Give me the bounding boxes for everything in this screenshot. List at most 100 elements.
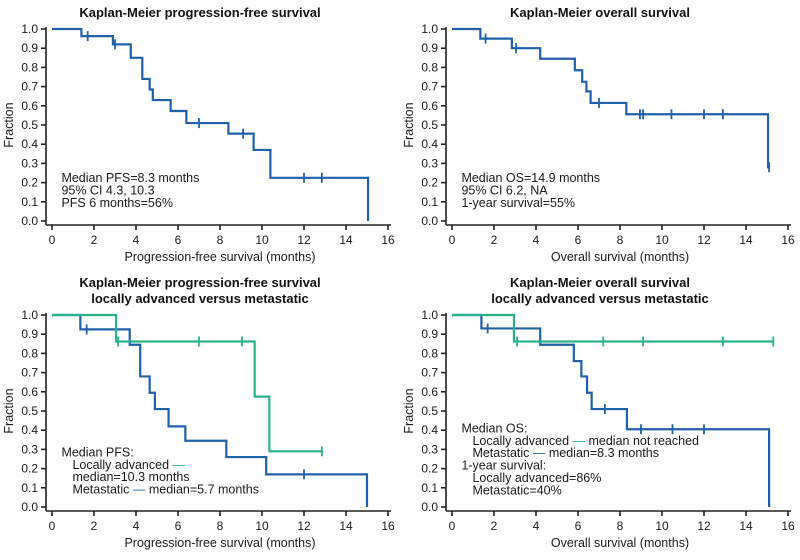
y-tick-label: 0.7 bbox=[21, 366, 38, 380]
x-tick-label: 16 bbox=[781, 519, 795, 533]
x-tick-label: 10 bbox=[255, 519, 269, 533]
y-tick-label: 0.5 bbox=[21, 404, 38, 418]
x-tick-label: 4 bbox=[133, 233, 140, 247]
y-tick-label: 0.0 bbox=[421, 214, 438, 228]
y-tick-label: 0.3 bbox=[421, 156, 438, 170]
km-plot-os-all: 0.0 0.1 0.2 0.3 0.4 0.5 0.6 0.7 0.8 0.9 1.0 0 2 4 6 8 10… bbox=[402, 22, 795, 264]
axis-labels: 0.0 0.1 0.2 0.3 0.4 0.5 0.6 0.7 0.8 0.9 1.0 0 2 4 6 8 10… bbox=[2, 22, 395, 264]
y-tick-label: 0.0 bbox=[21, 214, 38, 228]
x-tick-label: 0 bbox=[49, 233, 56, 247]
x-tick-label: 0 bbox=[449, 233, 456, 247]
annotation-line: Locally advanced — bbox=[72, 458, 185, 472]
x-tick-label: 8 bbox=[617, 519, 624, 533]
y-tick-label: 0.0 bbox=[421, 500, 438, 514]
annotation-line: Median OS: bbox=[461, 421, 527, 435]
y-tick-label: 0.2 bbox=[21, 462, 38, 476]
y-tick-label: 0.4 bbox=[421, 137, 438, 151]
x-tick-label: 4 bbox=[533, 519, 540, 533]
km-series-all-patients bbox=[452, 27, 771, 173]
chart-title: Kaplan-Meier overall survival bbox=[510, 5, 690, 20]
y-tick-label: 0.8 bbox=[21, 346, 38, 360]
y-tick-label: 1.0 bbox=[21, 22, 38, 36]
x-tick-label: 14 bbox=[739, 519, 753, 533]
x-tick-label: 0 bbox=[49, 519, 56, 533]
annotation-line: Locally advanced — median not reached bbox=[472, 434, 699, 448]
y-tick-label: 0.2 bbox=[421, 462, 438, 476]
axis-labels: 0.0 0.1 0.2 0.3 0.4 0.5 0.6 0.7 0.8 0.9 1.0 0 2 4 6 8 10… bbox=[402, 308, 795, 550]
y-tick-label: 0.9 bbox=[21, 327, 38, 341]
chart-subtitle: locally advanced versus metastatic bbox=[91, 291, 309, 306]
km-plot-pfs-by-group: 0.0 0.1 0.2 0.3 0.4 0.5 0.6 0.7 0.8 0.9 1.0 0 2 4 6 8 10… bbox=[2, 308, 395, 550]
annotation-line: PFS 6 months=56% bbox=[61, 196, 173, 210]
x-tick-label: 2 bbox=[91, 519, 98, 533]
y-tick-label: 0.8 bbox=[421, 60, 438, 74]
y-tick-label: 0.3 bbox=[21, 156, 38, 170]
y-tick-label: 0.7 bbox=[21, 80, 38, 94]
y-axis-title: Fraction bbox=[402, 102, 416, 147]
y-tick-label: 0.1 bbox=[421, 195, 438, 209]
annotation-line: 95% CI 4.3, 10.3 bbox=[61, 183, 154, 197]
x-axis-title: Overall survival (months) bbox=[551, 536, 689, 550]
y-tick-label: 0.5 bbox=[21, 118, 38, 132]
x-tick-label: 14 bbox=[739, 233, 753, 247]
y-tick-label: 1.0 bbox=[21, 308, 38, 322]
x-tick-label: 12 bbox=[297, 233, 311, 247]
y-tick-label: 0.2 bbox=[421, 176, 438, 190]
x-tick-label: 16 bbox=[381, 233, 395, 247]
axes bbox=[41, 313, 391, 516]
annotation-line: median=10.3 months bbox=[72, 470, 189, 484]
x-tick-label: 10 bbox=[255, 233, 269, 247]
panel-pfs-by-group: Kaplan-Meier progression-free survival l… bbox=[0, 270, 400, 560]
km-curve bbox=[452, 313, 771, 507]
x-axis-title: Progression-free survival (months) bbox=[124, 536, 315, 550]
km-curve bbox=[52, 313, 369, 507]
annotation-line: Locally advanced=86% bbox=[472, 471, 601, 485]
panel-os-all: Kaplan-Meier overall survival 0.0 0.1 0.2 0… bbox=[400, 0, 800, 270]
x-tick-label: 4 bbox=[133, 519, 140, 533]
annotation-line: 95% CI 6.2, NA bbox=[461, 183, 548, 197]
x-tick-label: 6 bbox=[175, 519, 182, 533]
chart-subtitle: locally advanced versus metastatic bbox=[491, 291, 709, 306]
km-curve bbox=[52, 27, 370, 221]
y-tick-label: 0.1 bbox=[21, 195, 38, 209]
annotation-line: Metastatic=40% bbox=[472, 484, 561, 498]
y-axis-title: Fraction bbox=[2, 102, 16, 147]
chart-title: Kaplan-Meier progression-free survival bbox=[79, 275, 321, 290]
y-tick-label: 0.0 bbox=[21, 500, 38, 514]
km-series-metastatic bbox=[452, 313, 771, 507]
y-tick-label: 0.1 bbox=[21, 481, 38, 495]
x-tick-label: 2 bbox=[491, 233, 498, 247]
km-curve bbox=[452, 27, 770, 169]
annotation-line: Metastatic — median=5.7 months bbox=[72, 483, 259, 497]
y-tick-label: 0.6 bbox=[421, 385, 438, 399]
x-tick-label: 6 bbox=[175, 233, 182, 247]
y-tick-label: 0.6 bbox=[21, 99, 38, 113]
axis-labels: 0.0 0.1 0.2 0.3 0.4 0.5 0.6 0.7 0.8 0.9 1.0 0 2 4 6 8 10… bbox=[2, 308, 395, 550]
axes bbox=[441, 27, 791, 230]
y-tick-label: 0.2 bbox=[21, 176, 38, 190]
y-tick-label: 0.8 bbox=[421, 346, 438, 360]
km-curve bbox=[52, 313, 323, 453]
annotation-line: Metastatic — median=8.3 months bbox=[472, 446, 659, 460]
chart-title: Kaplan-Meier overall survival bbox=[510, 275, 690, 290]
x-tick-label: 6 bbox=[575, 519, 582, 533]
y-tick-label: 0.1 bbox=[421, 481, 438, 495]
annotation: Median OS:Locally advanced — median not … bbox=[461, 421, 699, 497]
x-tick-label: 0 bbox=[449, 519, 456, 533]
x-tick-label: 2 bbox=[491, 519, 498, 533]
axes bbox=[41, 27, 391, 230]
y-tick-label: 0.4 bbox=[21, 423, 38, 437]
x-tick-label: 8 bbox=[617, 233, 624, 247]
y-tick-label: 0.8 bbox=[21, 60, 38, 74]
y-tick-label: 1.0 bbox=[421, 22, 438, 36]
y-tick-label: 0.5 bbox=[421, 118, 438, 132]
annotation-line: Median PFS: bbox=[61, 445, 133, 459]
axis-labels: 0.0 0.1 0.2 0.3 0.4 0.5 0.6 0.7 0.8 0.9 1.0 0 2 4 6 8 10… bbox=[402, 22, 795, 264]
y-tick-label: 1.0 bbox=[421, 308, 438, 322]
x-tick-label: 10 bbox=[655, 519, 669, 533]
x-tick-label: 8 bbox=[217, 233, 224, 247]
x-tick-label: 2 bbox=[91, 233, 98, 247]
x-tick-label: 8 bbox=[217, 519, 224, 533]
